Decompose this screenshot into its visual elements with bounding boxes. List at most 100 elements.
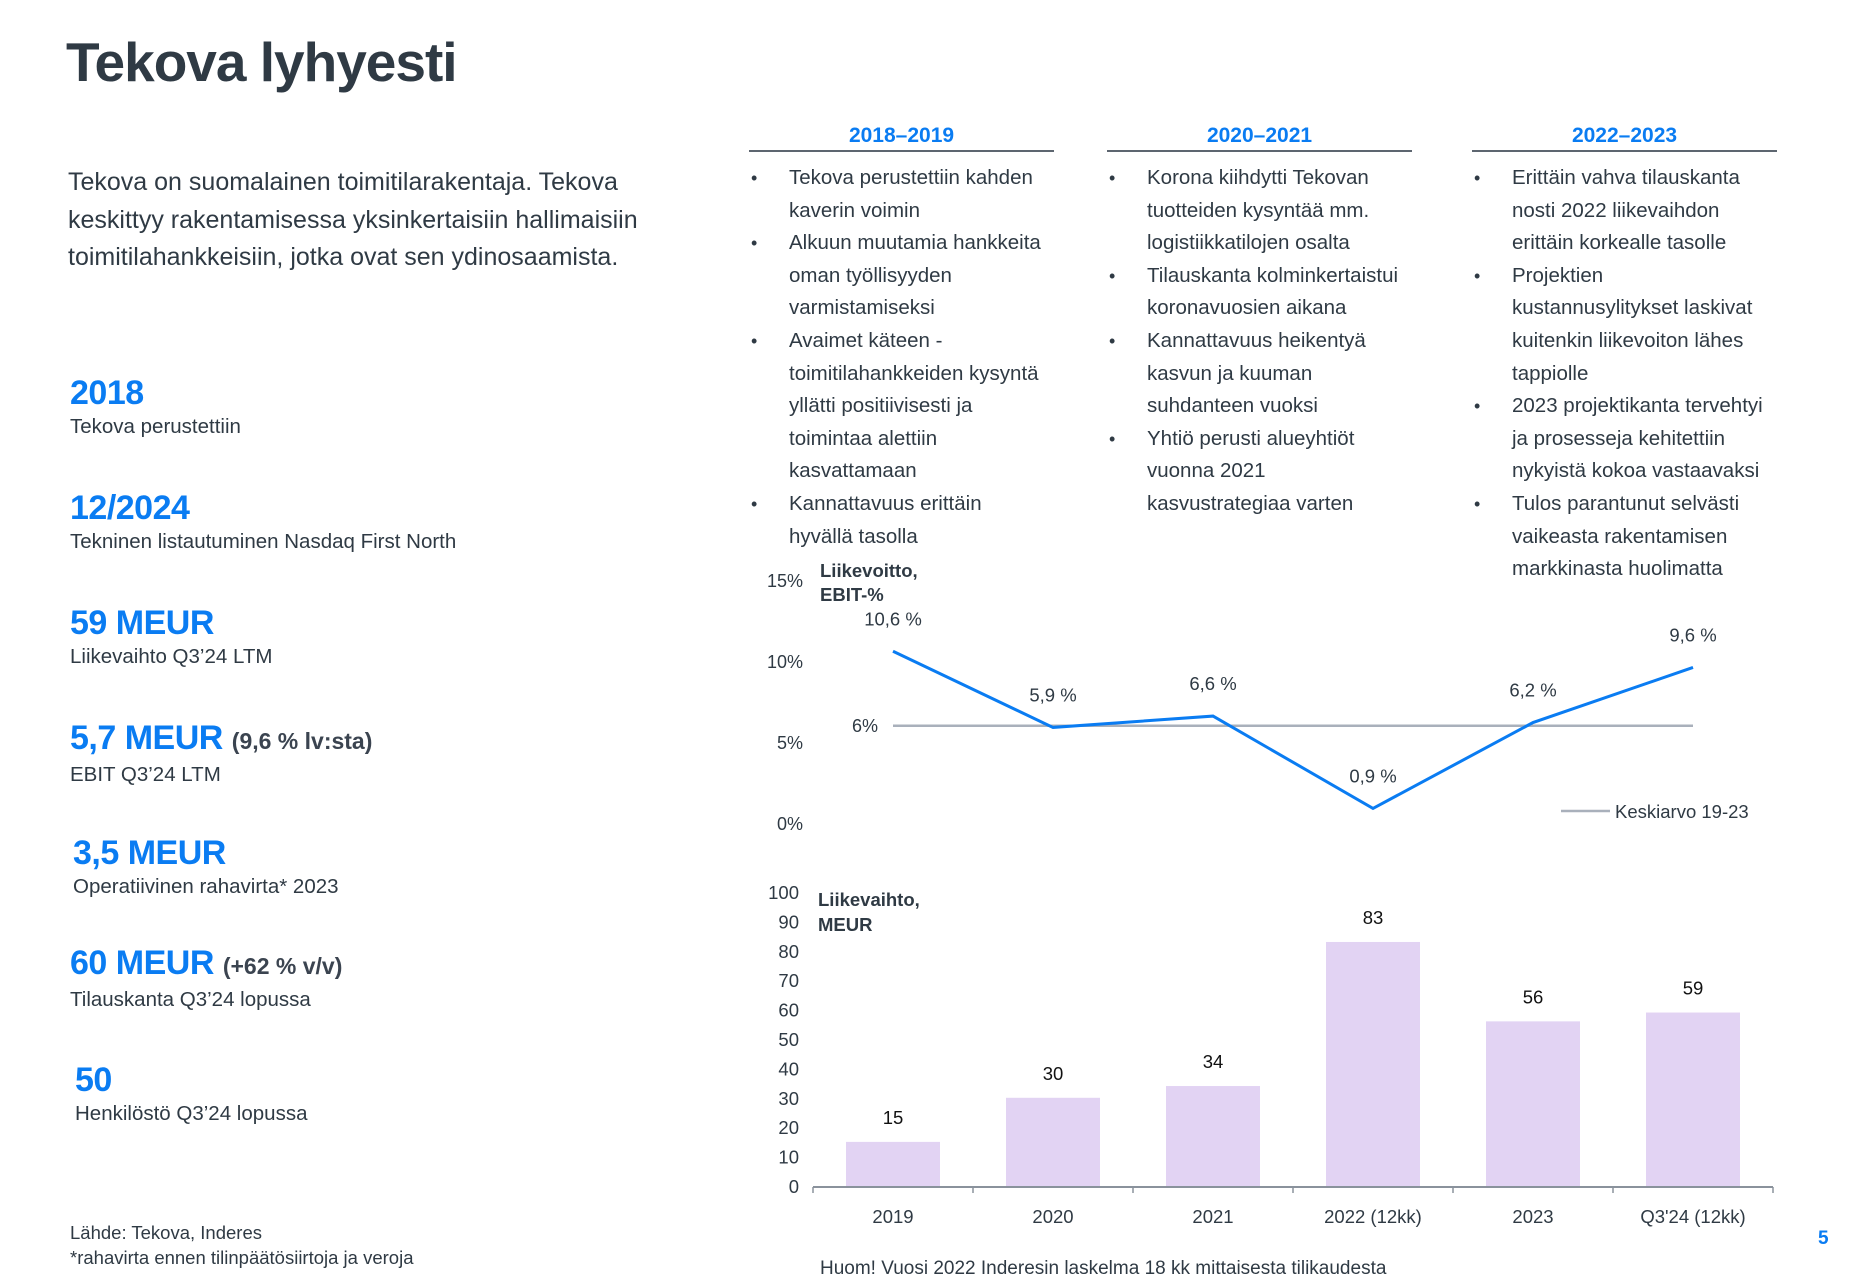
- stat-label: Tekova perustettiin: [70, 415, 241, 438]
- bar-value-label: 34: [1203, 1051, 1224, 1072]
- data-label: 9,6 %: [1669, 624, 1716, 645]
- y-tick-label: 100: [768, 882, 799, 903]
- bar: [1006, 1097, 1100, 1186]
- stat-listing: 12/2024 Tekninen listautuminen Nasdaq Fi…: [70, 488, 456, 556]
- bar-value-label: 59: [1683, 978, 1704, 999]
- bullet-item: • Alkuun muutamia hankkeita oman työllisy…: [749, 227, 1054, 325]
- bullet-item: • Yhtiö perusti alueyhtiöt vuonna 2021 ka…: [1107, 423, 1412, 521]
- bullet-item: • Korona kiihdytti Tekovan tuotteiden kys…: [1107, 162, 1412, 260]
- bullet-icon: •: [751, 330, 758, 351]
- timeline-column-2018-2019: 2018–2019 • Tekova perustettiin kahden ka…: [749, 122, 1054, 553]
- bullet-icon: •: [1109, 265, 1116, 286]
- stat-value: 50: [75, 1060, 307, 1100]
- stat-value: 59 MEUR: [70, 603, 272, 643]
- bullet-item: • Projektien kustannusylitykset laskivat …: [1472, 260, 1777, 390]
- bullet-icon: •: [751, 233, 758, 254]
- bullet-item: • Avaimet käteen - toimitilahankkeiden ky…: [749, 325, 1054, 488]
- chart-title: Liikevaihto,: [818, 889, 920, 910]
- heading-divider: [749, 150, 1054, 152]
- stat-label: Liikevaihto Q3’24 LTM: [70, 645, 273, 668]
- source-footnote: *rahavirta ennen tilinpäätösiirtoja ja v…: [70, 1247, 414, 1268]
- bar-value-label: 83: [1363, 907, 1384, 928]
- data-label: 6,6 %: [1189, 673, 1236, 694]
- bullet-icon: •: [751, 493, 758, 514]
- y-tick-label: 5%: [777, 733, 803, 753]
- stat-value-text: 12/2024: [70, 489, 190, 527]
- x-tick-label: 2019: [872, 1206, 913, 1227]
- stat-value-text: 59 MEUR: [70, 604, 214, 642]
- bullet-text: Tulos parantunut selvästi vaikeasta rake…: [1512, 491, 1740, 581]
- average-label: 6%: [852, 716, 878, 736]
- bar: [1166, 1086, 1260, 1186]
- stat-value: 2018: [70, 373, 241, 413]
- bullet-text: Kannattavuus heikentyä kasvun ja kuuman …: [1147, 328, 1366, 418]
- heading-divider: [1107, 150, 1412, 152]
- data-label: 10,6 %: [864, 608, 922, 629]
- stat-value: 3,5 MEUR: [73, 833, 339, 873]
- bullet-item: • 2023 projektikanta tervehtyi ja prosess…: [1472, 390, 1777, 488]
- page-number: 5: [1818, 1228, 1829, 1249]
- bullet-item: • Tekova perustettiin kahden kaverin voim…: [749, 162, 1054, 227]
- stat-value-text: 5,7 MEUR: [70, 719, 223, 757]
- data-label: 0,9 %: [1349, 765, 1396, 786]
- bullet-text: Yhtiö perusti alueyhtiöt vuonna 2021 kas…: [1147, 426, 1355, 515]
- timeline-bullets: • Korona kiihdytti Tekovan tuotteiden kys…: [1107, 162, 1412, 521]
- bullet-icon: •: [1109, 330, 1116, 351]
- legend-label: Keskiarvo 19-23: [1615, 801, 1749, 822]
- y-tick-label: 0%: [777, 814, 803, 834]
- bullet-text: Korona kiihdytti Tekovan tuotteiden kysy…: [1147, 166, 1370, 255]
- y-tick-label: 20: [778, 1117, 799, 1138]
- chart-title: EBIT-%: [820, 584, 884, 605]
- timeline-bullets: • Tekova perustettiin kahden kaverin voim…: [749, 162, 1054, 553]
- bullet-icon: •: [1109, 428, 1116, 449]
- bullet-item: • Tilauskanta kolminkertaistui koronavuos…: [1107, 260, 1412, 325]
- bullet-text: Alkuun muutamia hankkeita oman työllisyy…: [789, 231, 1041, 320]
- stat-value-text: 2018: [70, 374, 144, 412]
- heading-divider: [1472, 150, 1777, 152]
- x-tick-label: Q3'24 (12kk): [1640, 1206, 1745, 1227]
- stat-subvalue: (9,6 % lv:sta): [231, 728, 373, 754]
- stat-subvalue: (+62 % v/v): [222, 953, 343, 979]
- stat-ebit: 5,7 MEUR (9,6 % lv:sta) EBIT Q3’24 LTM: [70, 718, 372, 789]
- bar-value-label: 56: [1523, 986, 1544, 1007]
- y-tick-label: 15%: [767, 571, 803, 591]
- stat-value: 60 MEUR (+62 % v/v): [70, 943, 342, 986]
- stat-label: Tekninen listautuminen Nasdaq First Nort…: [70, 530, 457, 553]
- chart-footnote: Huom! Vuosi 2022 Inderesin laskelma 18 k…: [820, 1258, 1387, 1279]
- intro-paragraph: Tekova on suomalainen toimitilarakentaja…: [68, 168, 638, 271]
- stat-value-text: 3,5 MEUR: [73, 834, 226, 872]
- stat-revenue: 59 MEUR Liikevaihto Q3’24 LTM: [70, 603, 272, 671]
- bullet-text: 2023 projektikanta tervehtyi ja prosesse…: [1512, 394, 1763, 483]
- y-tick-label: 10%: [767, 652, 803, 672]
- bullet-text: Avaimet käteen - toimitilahankkeiden kys…: [789, 328, 1039, 483]
- bullet-icon: •: [751, 168, 758, 188]
- ebit-line-chart: 0% 5% 10% 15% Liikevoitto, EBIT-% 6% 10,6 % 5,9 …: [767, 560, 1749, 834]
- x-tick-label: 2023: [1512, 1206, 1553, 1227]
- stat-personnel: 50 Henkilöstö Q3’24 lopussa: [75, 1060, 307, 1128]
- stat-label: Henkilöstö Q3’24 lopussa: [75, 1102, 308, 1125]
- bullet-icon: •: [1109, 168, 1116, 188]
- y-tick-label: 50: [778, 1029, 799, 1050]
- stat-label: Tilauskanta Q3’24 lopussa: [70, 988, 311, 1011]
- bar-value-label: 30: [1043, 1063, 1064, 1084]
- y-tick-label: 40: [778, 1058, 799, 1079]
- stat-cashflow: 3,5 MEUR Operatiivinen rahavirta* 2023: [73, 833, 339, 901]
- bullet-text: Projektien kustannusylitykset laskivat k…: [1512, 263, 1753, 385]
- bar: [1646, 1012, 1740, 1186]
- source-note: Lähde: Tekova, Inderes *rahavirta ennen …: [70, 1220, 413, 1270]
- timeline-period-heading: 2022–2023: [1571, 124, 1678, 147]
- x-tick-label: 2020: [1032, 1206, 1073, 1227]
- revenue-bar-chart: 0 10 20 30 40 50 60 70 80 90 100 Liikevaihto, MEUR 15…: [768, 882, 1774, 1227]
- timeline-period-heading: 2020–2021: [1206, 124, 1313, 147]
- bullet-text: Erittäin vahva tilauskanta nosti 2022 li…: [1512, 166, 1740, 255]
- bar: [1486, 1021, 1580, 1186]
- y-tick-label: 0: [789, 1176, 799, 1197]
- bar-value-label: 15: [883, 1107, 904, 1128]
- bullet-text: Kannattavuus erittäin hyvällä tasolla: [789, 491, 982, 548]
- ebit-series-line: [892, 649, 1694, 811]
- bullet-icon: •: [1474, 265, 1481, 286]
- bullet-item: • Tulos parantunut selvästi vaikeasta rak…: [1472, 488, 1777, 586]
- timeline-column-2022-2023: 2022–2023 • Erittäin vahva tilauskanta no…: [1472, 122, 1777, 586]
- page-title: Tekova lyhyesti: [66, 31, 458, 93]
- timeline-bullets: • Erittäin vahva tilauskanta nosti 2022 l…: [1472, 162, 1777, 586]
